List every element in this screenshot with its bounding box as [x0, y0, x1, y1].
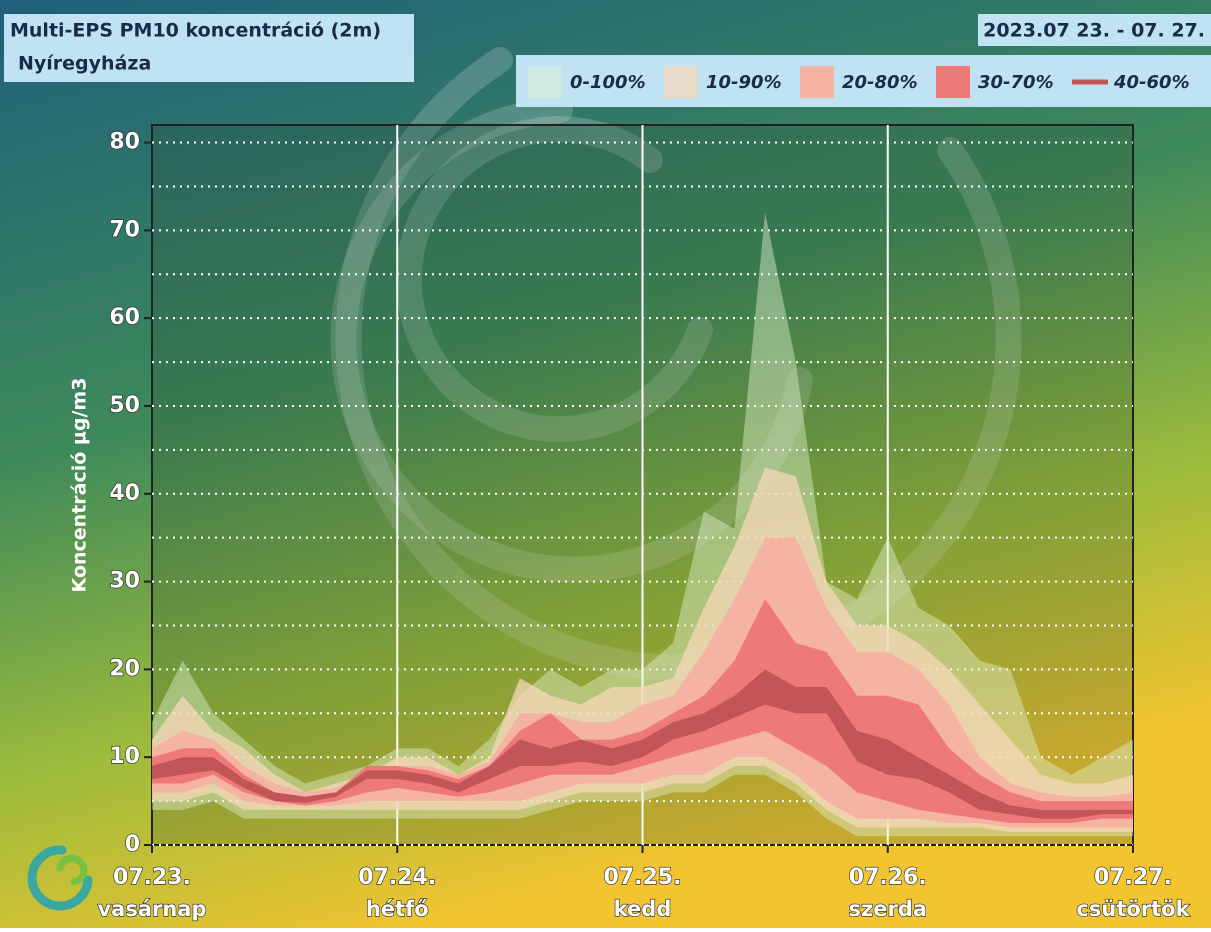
x-tick-weekday: csütörtök [1076, 897, 1190, 921]
x-tick-label: 07.26. [849, 865, 927, 890]
y-tick-label: 0 [125, 832, 140, 857]
y-axis-label: Koncentráció µg/m3 [69, 378, 91, 593]
legend-label: 10-90% [706, 72, 782, 93]
y-tick-label: 40 [109, 481, 140, 506]
y-tick-label: 60 [109, 305, 140, 330]
y-tick-label: 80 [109, 130, 140, 155]
x-tick-weekday: hétfő [366, 897, 429, 921]
legend-label: 40-60% [1113, 72, 1190, 93]
x-tick-weekday: szerda [848, 897, 927, 921]
chart: Multi-EPS PM10 koncentráció (2m) Nyíregy… [0, 0, 1211, 928]
x-tick-label: 07.25. [604, 865, 682, 890]
x-tick-weekday: vasárnap [97, 897, 206, 921]
legend-label: 20-80% [842, 72, 918, 93]
y-tick-label: 70 [109, 217, 140, 242]
x-tick-label: 07.24. [358, 865, 436, 890]
legend-label: 0-100% [570, 72, 646, 93]
x-tick-weekday: kedd [614, 897, 672, 921]
y-tick-label: 30 [109, 569, 140, 594]
chart-subtitle: Nyíregyháza [18, 53, 151, 75]
date-range: 2023.07 23. - 07. 27. [983, 20, 1205, 42]
legend-swatch [936, 66, 970, 98]
legend-swatch [528, 66, 562, 98]
page: Multi-EPS PM10 koncentráció (2m) Nyíregy… [0, 0, 1211, 932]
legend-swatch [664, 66, 698, 98]
x-tick-label: 07.27. [1094, 865, 1172, 890]
x-tick-label: 07.23. [113, 865, 191, 890]
legend-swatch [800, 66, 834, 98]
chart-title: Multi-EPS PM10 koncentráció (2m) [10, 20, 381, 42]
y-tick-label: 10 [109, 744, 140, 769]
y-tick-label: 50 [109, 393, 140, 418]
legend-label: 30-70% [978, 72, 1054, 93]
y-tick-label: 20 [109, 656, 140, 681]
